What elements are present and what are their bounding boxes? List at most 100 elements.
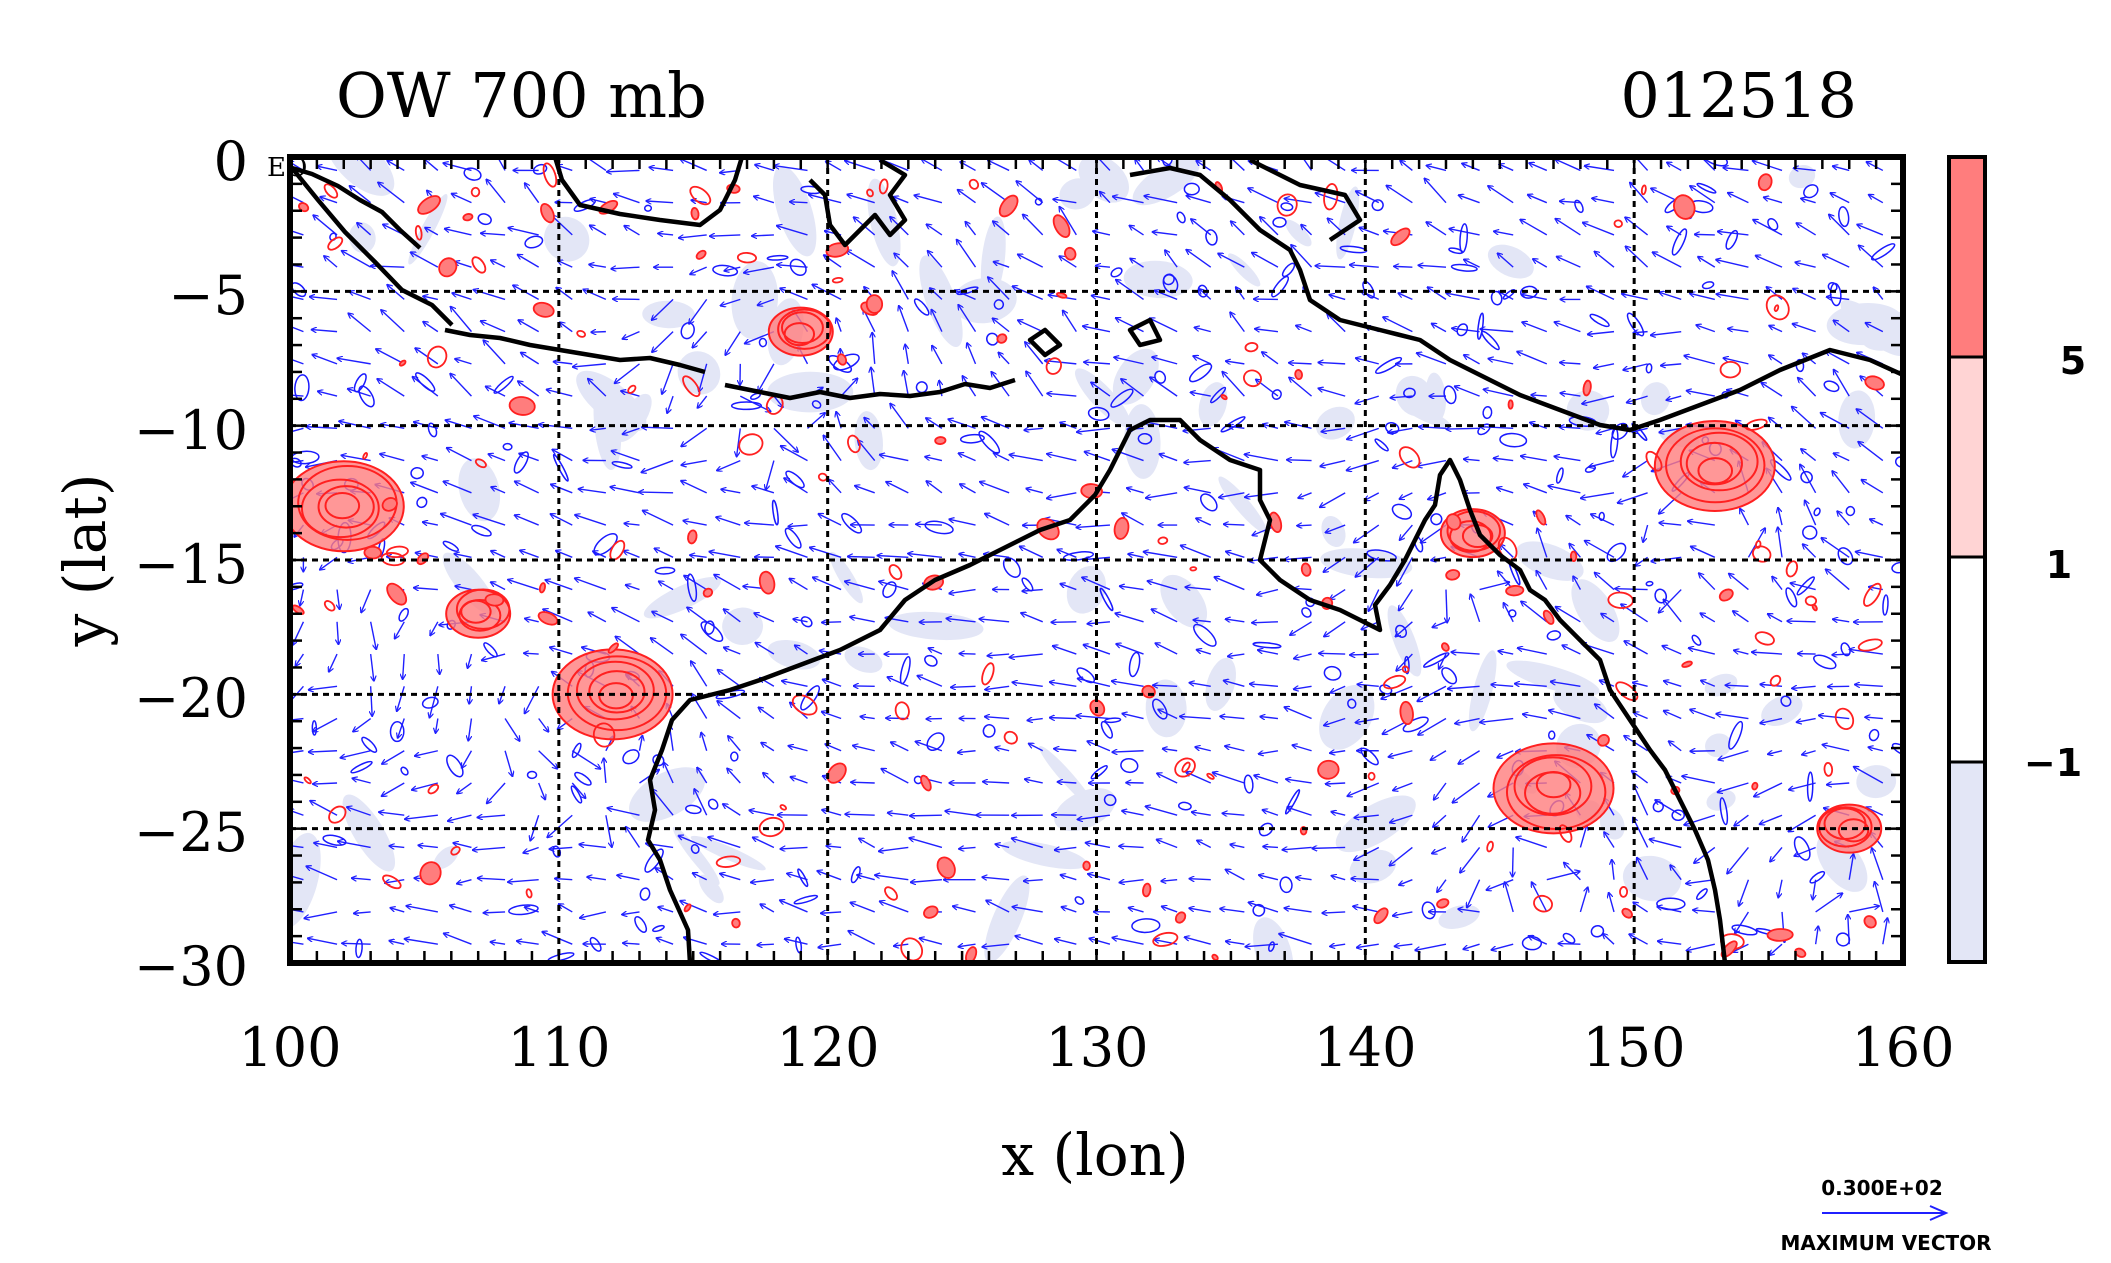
wind-vector [612, 608, 640, 623]
wind-vector [1770, 943, 1783, 955]
wind-vector [1682, 776, 1715, 784]
negative-shade-patch [1349, 849, 1397, 884]
wind-vector [1739, 879, 1750, 906]
negative-shade-patch [1571, 579, 1620, 643]
wind-vector [1497, 488, 1514, 494]
wind-vector [928, 251, 943, 268]
wind-vector [840, 378, 857, 397]
wind-vector [1479, 582, 1510, 591]
wind-vector [1293, 745, 1312, 752]
wind-vector [1090, 938, 1111, 945]
wind-vector [551, 215, 573, 236]
wind-vector [1630, 183, 1649, 204]
wind-vector [1823, 255, 1850, 268]
wind-vector [724, 609, 741, 623]
wind-vector [1659, 589, 1682, 613]
wind-vector [894, 197, 909, 204]
wind-vector [313, 215, 338, 236]
wind-vector [1489, 359, 1514, 365]
wind-vector [547, 814, 573, 837]
wind-vector [1659, 427, 1682, 432]
wind-vector [1592, 198, 1615, 204]
wind-vector [920, 938, 943, 945]
wind-vector [1555, 159, 1581, 172]
wind-vector [1427, 166, 1447, 172]
wind-vector [1633, 683, 1648, 687]
wind-vector [780, 288, 808, 301]
wind-vector [559, 904, 573, 913]
wind-vector [452, 194, 472, 204]
wind-vector [1348, 782, 1380, 796]
wind-vector [1018, 320, 1044, 333]
wind-vector [1165, 250, 1178, 268]
wind-vector [1624, 641, 1648, 655]
wind-vector [369, 653, 374, 681]
wind-vector [787, 873, 808, 881]
wind-vector [1263, 846, 1279, 847]
wind-vector [1434, 782, 1447, 800]
wind-vector [614, 194, 640, 204]
wind-vector [1667, 163, 1682, 172]
wind-vector [1597, 427, 1615, 433]
wind-vector [1858, 442, 1884, 462]
negative-shade-patch [458, 458, 501, 522]
wind-vector [752, 235, 774, 236]
wind-vector [1063, 311, 1077, 333]
wind-vector [371, 686, 373, 716]
wind-vector [652, 612, 674, 623]
positive-contour [934, 436, 947, 445]
wind-vector [1021, 613, 1043, 623]
wind-vector [1505, 882, 1514, 913]
negative-contour [1499, 432, 1528, 448]
wind-vector [1113, 197, 1144, 204]
wind-vector [1726, 685, 1749, 686]
wind-vector [909, 838, 943, 849]
colorbar: 5 1 −1 [1947, 155, 2086, 964]
positive-contour [363, 545, 383, 560]
wind-vector [720, 874, 741, 881]
wind-vector [1581, 492, 1615, 498]
wind-vector [1060, 423, 1077, 430]
wind-vector [525, 183, 540, 204]
wind-vector [681, 427, 708, 446]
wind-vector [683, 521, 707, 526]
wind-vector [725, 331, 741, 355]
wind-vector [766, 460, 775, 490]
wind-vector [290, 358, 304, 365]
wind-vector [1559, 944, 1581, 945]
wind-vector [543, 609, 573, 623]
wind-vector [717, 701, 741, 720]
wind-vector [397, 686, 405, 711]
wind-vector [1560, 427, 1581, 428]
wind-vector [1499, 651, 1514, 654]
wind-vector [1381, 685, 1413, 699]
wind-vector [1687, 943, 1715, 950]
wind-vector [1088, 874, 1111, 881]
wind-vector [381, 310, 405, 333]
wind-vector [487, 782, 506, 803]
wind-vector [886, 482, 909, 494]
wind-vector [851, 903, 875, 913]
wind-vector [352, 878, 371, 880]
wind-vector [1516, 837, 1548, 849]
wind-vector [1663, 646, 1682, 655]
wind-vector [1053, 199, 1077, 204]
wind-vector [681, 635, 708, 655]
wind-vector [1718, 231, 1749, 236]
wind-vector [1426, 222, 1447, 236]
wind-vector [864, 418, 876, 429]
wind-vector [418, 845, 438, 847]
wind-vector [538, 750, 558, 769]
wind-vector [1637, 858, 1649, 881]
y-tick-0: 0 [214, 130, 248, 193]
y-tick-labels: 0 −5 −10 −15 −20 −25 −30 [134, 130, 248, 998]
wind-vector [1013, 907, 1043, 913]
wind-vector [1832, 654, 1850, 655]
wind-vector [1802, 750, 1816, 755]
wind-vector [853, 746, 875, 752]
wind-vector [318, 391, 338, 397]
wind-vector [754, 196, 775, 204]
wind-vector [1760, 717, 1783, 724]
wind-vector [1012, 838, 1043, 849]
wind-vector [986, 901, 1010, 913]
